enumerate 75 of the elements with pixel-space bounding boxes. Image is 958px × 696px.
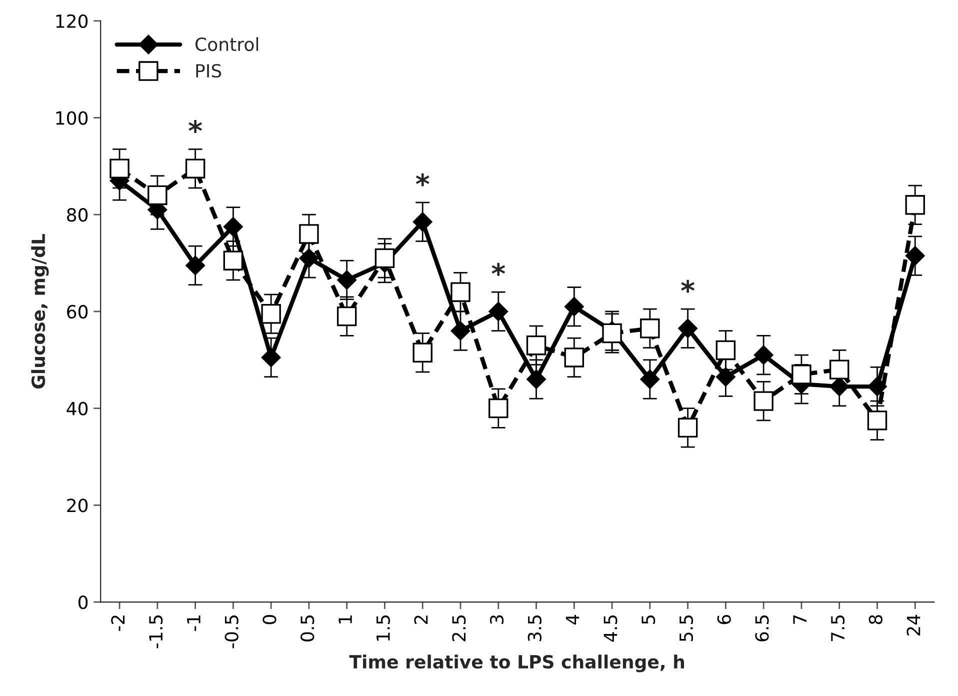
point bbox=[336, 306, 357, 326]
point bbox=[678, 418, 698, 438]
point bbox=[867, 410, 888, 430]
x-tick-label: 2 bbox=[414, 616, 428, 624]
point bbox=[412, 212, 432, 232]
point bbox=[905, 195, 925, 215]
point bbox=[640, 318, 660, 338]
y-axis-title: Glucose, mg/dL bbox=[31, 234, 49, 388]
point bbox=[374, 248, 395, 268]
x-tick-label: 2.5 bbox=[452, 615, 466, 642]
point bbox=[792, 364, 812, 384]
x-tick-label: 4.5 bbox=[604, 615, 618, 642]
y-tick-label: 120 bbox=[56, 14, 88, 28]
x-tick-label: 3 bbox=[490, 615, 504, 624]
point bbox=[602, 323, 622, 344]
point bbox=[412, 342, 432, 362]
point bbox=[299, 224, 319, 244]
point bbox=[829, 360, 850, 380]
x-tick-label: 6.5 bbox=[755, 615, 769, 642]
point bbox=[564, 296, 584, 316]
point bbox=[261, 304, 281, 324]
point bbox=[261, 348, 281, 368]
point bbox=[110, 158, 130, 178]
annotation: * bbox=[492, 262, 506, 276]
x-tick-label: 1 bbox=[338, 616, 352, 624]
point bbox=[564, 348, 584, 368]
x-tick-label: -2 bbox=[111, 616, 125, 631]
x-tick-label: -0.5 bbox=[224, 615, 238, 648]
x-tick-label: 24 bbox=[906, 614, 920, 636]
point bbox=[450, 282, 470, 302]
point bbox=[716, 367, 736, 387]
y-tick-label: 80 bbox=[67, 208, 88, 222]
x-tick-label: 3.5 bbox=[528, 615, 542, 642]
x-tick-label: 5 bbox=[642, 615, 656, 624]
x-tick-label: 4 bbox=[566, 614, 580, 624]
legend-label: Control bbox=[195, 37, 258, 52]
y-tick-label: 20 bbox=[67, 498, 88, 512]
y-tick-label: 0 bbox=[78, 596, 88, 610]
annotation: * bbox=[188, 120, 202, 133]
point bbox=[526, 370, 546, 389]
point bbox=[488, 398, 508, 418]
annotation: * bbox=[681, 280, 695, 293]
x-tick-label: 8 bbox=[868, 615, 882, 624]
x-tick-label: -1 bbox=[187, 616, 200, 631]
x-tick-label: 0 bbox=[262, 615, 276, 624]
x-tick-label: 0.5 bbox=[300, 615, 314, 642]
x-tick-label: 1.5 bbox=[376, 615, 390, 641]
point bbox=[754, 391, 774, 411]
y-tick-label: 100 bbox=[56, 111, 88, 125]
x-tick-label: 5.5 bbox=[680, 615, 694, 642]
point bbox=[450, 321, 470, 341]
y-tick-label: 40 bbox=[66, 402, 88, 416]
point bbox=[488, 302, 508, 322]
point bbox=[186, 256, 205, 276]
x-tick-label: 7 bbox=[793, 615, 806, 624]
point bbox=[185, 158, 206, 178]
point bbox=[868, 376, 887, 396]
point bbox=[526, 336, 546, 356]
point bbox=[224, 217, 243, 236]
y-tick-label: 60 bbox=[67, 304, 88, 319]
x-tick-label: 6 bbox=[717, 614, 731, 624]
point bbox=[640, 370, 660, 389]
point bbox=[754, 345, 774, 365]
x-tick-label: -1.5 bbox=[149, 615, 163, 648]
annotation: * bbox=[416, 173, 430, 186]
point bbox=[299, 248, 319, 268]
point bbox=[337, 270, 357, 290]
point bbox=[223, 250, 244, 270]
point bbox=[678, 318, 698, 338]
legend-label: PIS bbox=[196, 64, 222, 78]
point bbox=[905, 246, 925, 266]
point bbox=[716, 340, 736, 360]
point bbox=[148, 185, 168, 206]
x-tick-label: 7.5 bbox=[831, 615, 845, 642]
x-axis-title: Time relative to LPS challenge, h bbox=[349, 654, 684, 672]
